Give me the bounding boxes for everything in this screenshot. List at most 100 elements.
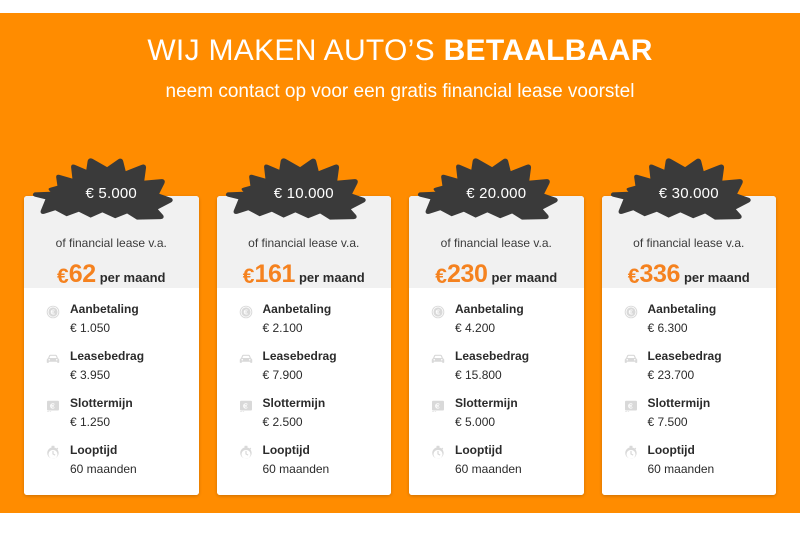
detail-row-value: € 2.500 <box>262 415 303 429</box>
card-details: Aanbetaling € 6.300 Leasebedrag € 23.700 Slo… <box>601 288 777 495</box>
detail-row-value: 60 maanden <box>262 462 330 476</box>
card-header: € 10.000 of financial lease v.a. €161 per m… <box>216 158 392 289</box>
detail-row: Slottermijn € 5.000 <box>409 396 584 432</box>
price-currency-symbol: € <box>242 265 255 288</box>
detail-row: Slottermijn € 2.500 <box>217 396 392 432</box>
detail-row: Leasebedrag € 3.950 <box>24 349 199 385</box>
page-title: WIJ MAKEN AUTO’S BETAALBAAR <box>0 33 800 69</box>
stopwatch-icon <box>237 444 255 462</box>
euro-coin-icon <box>622 303 640 321</box>
price-period: per maand <box>491 270 558 285</box>
price-currency-symbol: € <box>57 265 69 288</box>
detail-row: Aanbetaling € 2.100 <box>217 302 392 338</box>
detail-row-label: Leasebedrag <box>455 349 530 363</box>
detail-row: Looptijd 60 maanden <box>602 443 777 479</box>
lease-note: of financial lease v.a. <box>248 236 360 250</box>
price-period: per maand <box>99 270 166 285</box>
lease-note: of financial lease v.a. <box>55 236 167 250</box>
detail-row-label: Aanbetaling <box>70 302 139 316</box>
price-amount: 230 <box>446 260 488 288</box>
detail-row: Aanbetaling € 4.200 <box>409 302 584 338</box>
euro-banknote-icon <box>44 397 62 415</box>
card-details: Aanbetaling € 1.050 Leasebedrag € 3.950 Slot… <box>24 288 199 495</box>
detail-row: Looptijd 60 maanden <box>24 443 199 479</box>
lease-note: of financial lease v.a. <box>633 236 745 250</box>
detail-row-label: Looptijd <box>262 443 310 457</box>
detail-row: Aanbetaling € 6.300 <box>602 302 777 338</box>
euro-banknote-icon <box>237 397 255 415</box>
card-details: Aanbetaling € 4.200 Leasebedrag € 15.800 Slo… <box>409 288 584 495</box>
detail-row-label: Leasebedrag <box>647 349 722 363</box>
card-header: € 20.000 of financial lease v.a. €230 per m… <box>409 158 584 289</box>
detail-row-label: Leasebedrag <box>262 349 337 363</box>
detail-row: Leasebedrag € 15.800 <box>409 349 584 385</box>
card-details: Aanbetaling € 2.100 Leasebedrag € 7.900 Slot… <box>216 288 392 495</box>
detail-row-value: € 3.950 <box>70 368 111 382</box>
detail-row-label: Aanbetaling <box>647 302 717 316</box>
pricing-card[interactable]: € 5.000 of financial lease v.a. €62 per maa… <box>24 158 199 495</box>
detail-row-label: Slottermijn <box>70 396 133 410</box>
price-currency-symbol: € <box>435 265 447 288</box>
detail-row: Slottermijn € 7.500 <box>602 396 777 432</box>
detail-row-label: Slottermijn <box>647 396 711 410</box>
detail-row-value: € 15.800 <box>455 368 502 382</box>
price-period: per maand <box>298 270 365 285</box>
detail-row-label: Slottermijn <box>455 396 518 410</box>
car-icon <box>429 350 447 368</box>
monthly-price: €230 per maand <box>409 250 584 289</box>
detail-row-label: Slottermijn <box>262 396 326 410</box>
detail-row-value: € 1.250 <box>70 415 111 429</box>
stopwatch-icon <box>622 444 640 462</box>
detail-row-label: Aanbetaling <box>262 302 332 316</box>
detail-row-value: € 1.050 <box>70 321 111 335</box>
detail-row-value: € 4.200 <box>455 321 496 335</box>
pricing-card[interactable]: € 30.000 of financial lease v.a. €336 per m… <box>601 158 777 495</box>
pricing-card[interactable]: € 10.000 of financial lease v.a. €161 per m… <box>216 158 392 495</box>
lease-note: of financial lease v.a. <box>440 236 552 250</box>
price-amount: 62 <box>68 260 96 288</box>
detail-row-value: 60 maanden <box>455 462 522 476</box>
detail-row-value: 60 maanden <box>70 462 137 476</box>
detail-row-label: Looptijd <box>70 443 118 457</box>
detail-row: Looptijd 60 maanden <box>217 443 392 479</box>
detail-row-label: Leasebedrag <box>70 349 145 363</box>
euro-banknote-icon <box>622 397 640 415</box>
stopwatch-icon <box>429 444 447 462</box>
detail-row: Aanbetaling € 1.050 <box>24 302 199 338</box>
detail-row-value: € 2.100 <box>262 321 303 335</box>
detail-row: Slottermijn € 1.250 <box>24 396 199 432</box>
card-header: € 30.000 of financial lease v.a. €336 per m… <box>601 158 777 289</box>
banner-header: WIJ MAKEN AUTO’S BETAALBAAR neem contact… <box>0 33 800 104</box>
card-header: € 5.000 of financial lease v.a. €62 per maa… <box>24 158 199 289</box>
detail-row: Leasebedrag € 7.900 <box>217 349 392 385</box>
monthly-price: €161 per maand <box>217 250 392 289</box>
price-amount: 336 <box>639 260 680 288</box>
detail-row-value: € 5.000 <box>455 415 496 429</box>
price-period: per maand <box>683 270 750 285</box>
euro-coin-icon <box>44 303 62 321</box>
pricing-card-list: € 5.000 of financial lease v.a. €62 per maa… <box>24 158 777 495</box>
detail-row-value: € 7.900 <box>262 368 303 382</box>
detail-row: Looptijd 60 maanden <box>409 443 584 479</box>
euro-coin-icon <box>429 303 447 321</box>
detail-row-label: Looptijd <box>455 443 503 457</box>
detail-row: Leasebedrag € 23.700 <box>602 349 777 385</box>
euro-banknote-icon <box>429 397 447 415</box>
car-icon <box>237 350 255 368</box>
headline-emphasis: BETAALBAAR <box>443 34 653 67</box>
price-currency-symbol: € <box>627 265 640 288</box>
page-subtitle: neem contact op voor een gratis financia… <box>165 81 635 102</box>
stopwatch-icon <box>44 444 62 462</box>
pricing-card[interactable]: € 20.000 of financial lease v.a. €230 per m… <box>409 158 584 495</box>
headline-plain: WIJ MAKEN AUTO’S <box>147 34 444 67</box>
price-amount: 161 <box>254 260 295 288</box>
euro-coin-icon <box>237 303 255 321</box>
detail-row-label: Aanbetaling <box>455 302 524 316</box>
monthly-price: €336 per maand <box>602 250 777 289</box>
car-icon <box>44 350 62 368</box>
detail-row-value: 60 maanden <box>647 462 715 476</box>
detail-row-value: € 23.700 <box>647 368 695 382</box>
detail-row-label: Looptijd <box>647 443 695 457</box>
monthly-price: €62 per maand <box>24 250 199 289</box>
